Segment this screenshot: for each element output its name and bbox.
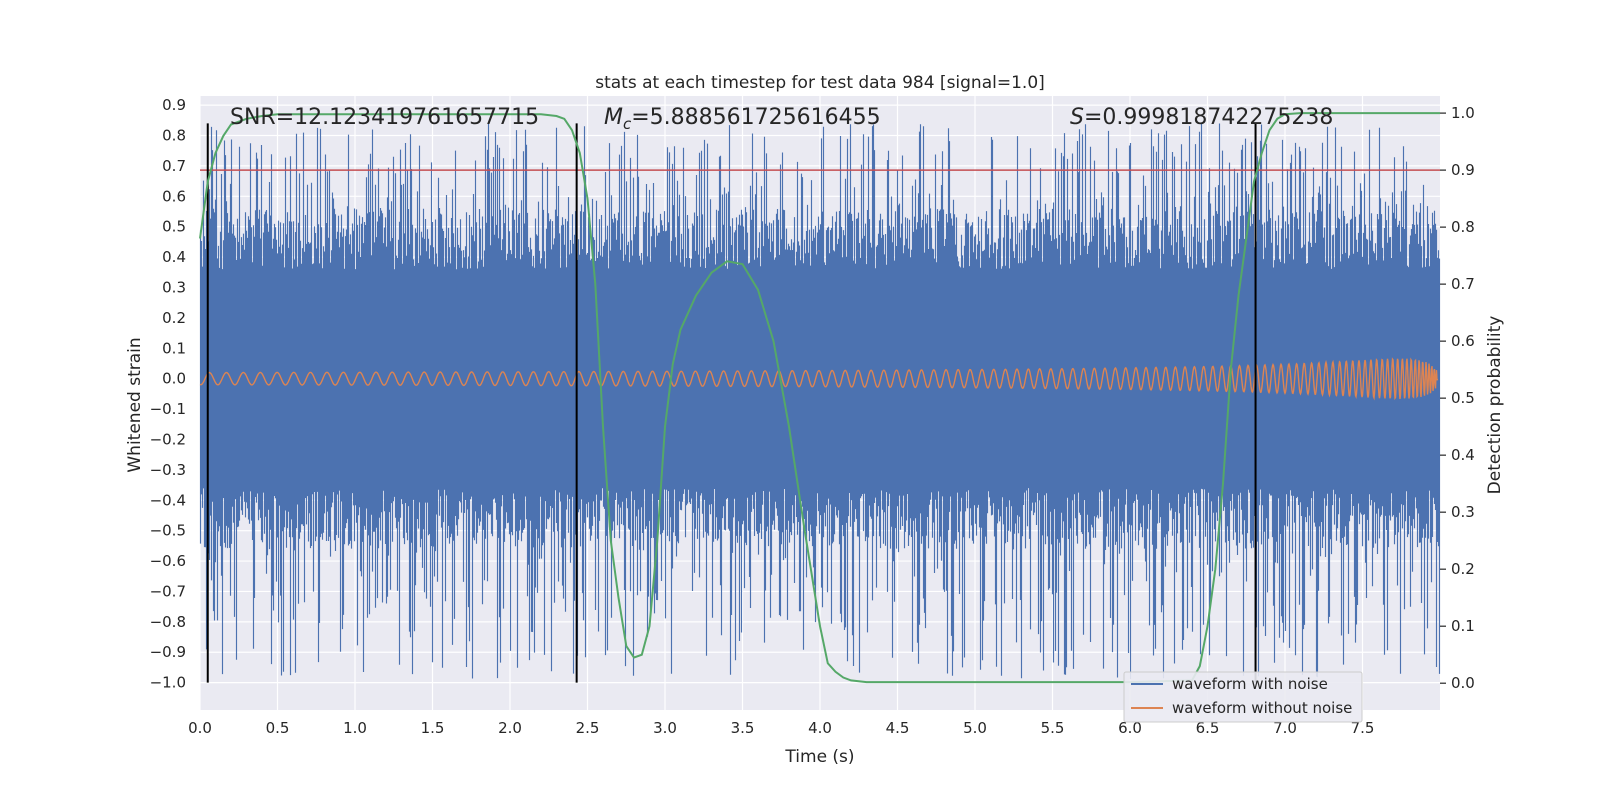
legend-label-noise: waveform with noise [1172,675,1328,693]
y-tick-label: 0.2 [162,309,186,327]
right-tick-label: 0.2 [1451,560,1475,578]
x-tick-label: 2.0 [498,719,522,737]
y-tick-label: 0.1 [162,339,186,357]
y-tick-label: −0.9 [150,643,186,661]
y-tick-label: 0.4 [162,248,186,266]
x-tick-label: 4.5 [886,719,910,737]
y-tick-label: 0.7 [162,157,186,175]
y-tick-label: −0.6 [150,552,186,570]
right-tick-label: 0.0 [1451,674,1475,692]
y-axis-label: Whitened strain [125,337,145,472]
x-axis-label: Time (s) [784,747,854,767]
x-tick-label: 5.5 [1041,719,1065,737]
x-tick-label: 6.0 [1118,719,1142,737]
x-tick-label: 3.5 [731,719,755,737]
y-tick-label: 0.8 [162,127,186,145]
y-tick-label: 0.6 [162,187,186,205]
right-tick-label: 1.0 [1451,104,1475,122]
chart-title: stats at each timestep for test data 984… [595,73,1045,93]
y-tick-label: −0.8 [150,613,186,631]
y-tick-label: −0.2 [150,430,186,448]
y-axis-ticks: 0.9 0.8 0.7 0.6 0.5 0.4 0.3 0.2 0.1 0.0 −0.1 −0.2 −0… [150,96,186,692]
y-tick-label: −0.5 [150,522,186,540]
y-tick-label: −0.4 [150,491,186,509]
x-tick-label: 1.0 [343,719,367,737]
y-tick-label: 0.9 [162,96,186,114]
x-tick-label: 6.5 [1196,719,1220,737]
y-tick-label: −0.3 [150,461,186,479]
legend-label-clean: waveform without noise [1172,699,1352,717]
right-axis-ticks: 1.0 0.9 0.8 0.7 0.6 0.5 0.4 0.3 0.2 0.1 0.0 [1440,104,1475,692]
x-tick-label: 7.5 [1351,719,1375,737]
y-tick-label: −0.7 [150,582,186,600]
x-tick-label: 5.0 [963,719,987,737]
x-tick-label: 4.0 [808,719,832,737]
y-tick-label: 0.3 [162,278,186,296]
right-tick-label: 0.9 [1451,161,1475,179]
probability-trace [199,112,1440,684]
y-tick-label: 0.0 [162,370,186,388]
right-tick-label: 0.6 [1451,332,1475,350]
legend-box [1123,671,1363,723]
x-tick-label: 0.0 [188,719,212,737]
x-tick-label: 2.5 [576,719,600,737]
x-tick-label: 3.0 [653,719,677,737]
x-axis-ticks: 0.0 0.5 1.0 1.5 2.0 2.5 3.0 3.5 4.0 4.5 5.0 5.5 6.0 6… [188,719,1374,737]
right-tick-label: 0.3 [1451,503,1475,521]
score-annotation: S=0.999818742275238 [1070,105,1333,130]
right-tick-label: 0.8 [1451,218,1475,236]
marker-lines [206,123,1257,683]
x-tick-label: 1.5 [421,719,445,737]
y-tick-label: −0.1 [150,400,186,418]
snr-annotation: SNR=12.123419761657715 [230,105,539,130]
right-axis-label: Detection probability [1485,316,1505,495]
y-tick-label: 0.5 [162,218,186,236]
x-tick-label: 7.0 [1273,719,1297,737]
right-tick-label: 0.7 [1451,275,1475,293]
right-tick-label: 0.4 [1451,446,1475,464]
legend: waveform with noise waveform without noi… [1123,671,1363,723]
detection-probability-series [199,112,1440,684]
right-tick-label: 0.1 [1451,617,1475,635]
chirp-mass-annotation: Mc=5.888561725616455 [604,105,881,133]
y-tick-label: −1.0 [150,674,186,692]
x-tick-label: 0.5 [266,719,290,737]
right-tick-label: 0.5 [1451,389,1475,407]
